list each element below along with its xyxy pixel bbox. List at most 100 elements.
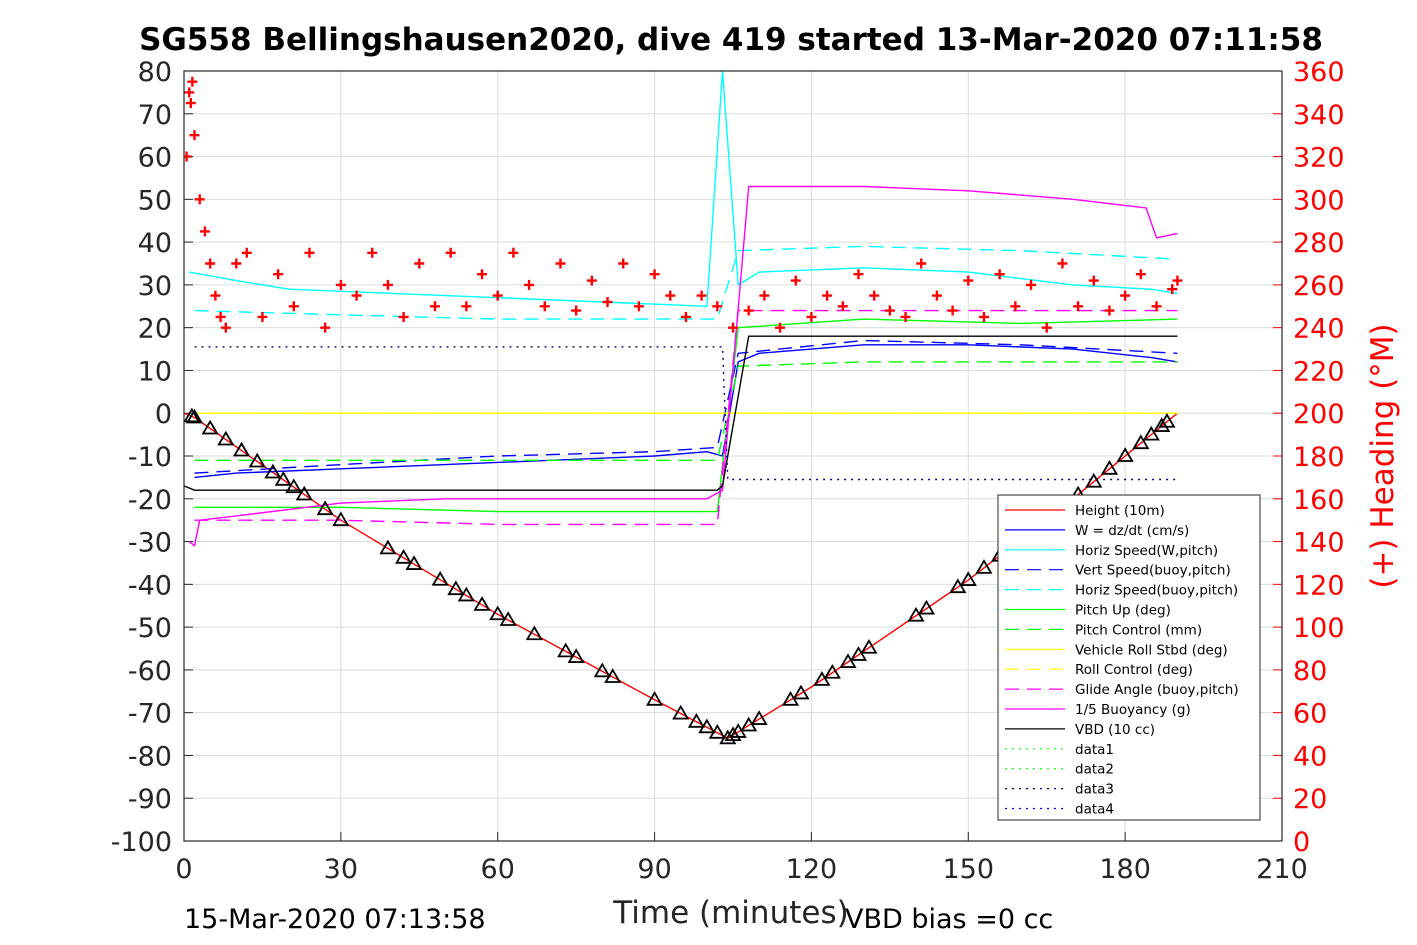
depth-marker	[567, 648, 585, 663]
y2-tick-label: 140	[1293, 528, 1345, 559]
y-tick-label: 80	[138, 57, 172, 88]
depth-marker	[708, 724, 726, 739]
depth-marker	[1085, 472, 1103, 488]
y-tick-label: 60	[138, 143, 172, 174]
heading-marker	[680, 311, 691, 322]
heading-marker	[189, 130, 200, 141]
y2-tick-label: 120	[1293, 570, 1345, 601]
y2-tick-label: 60	[1293, 699, 1327, 730]
heading-marker	[978, 311, 989, 322]
depth-marker	[813, 671, 831, 686]
y2-tick-label: 300	[1293, 185, 1345, 216]
depth-marker	[823, 663, 841, 679]
heading-marker	[712, 301, 723, 312]
x-tick-label: 60	[481, 854, 515, 885]
depth-marker	[1132, 434, 1150, 450]
series-line-pitch-up-deg	[194, 318, 1178, 513]
heading-marker	[398, 311, 409, 322]
series-line-w-dz-dt-cm-s	[194, 344, 1178, 479]
y-tick-label: -90	[128, 784, 172, 815]
depth-marker	[1116, 447, 1134, 462]
legend-entry-label: data3	[1075, 782, 1114, 798]
heading-marker	[194, 194, 205, 205]
y-tick-label: 0	[155, 399, 172, 430]
depth-marker	[1100, 460, 1119, 475]
y2-tick-label: 20	[1293, 784, 1327, 815]
y-tick-label: -20	[128, 485, 172, 516]
y-tick-label: -80	[128, 741, 172, 772]
y-tick-label: 40	[138, 228, 172, 259]
depth-marker	[593, 662, 611, 678]
heading-marker	[1172, 275, 1183, 286]
heading-marker	[602, 297, 613, 307]
y2-tick-label: 160	[1293, 485, 1345, 516]
series-line-horiz-speed-w-pitch	[189, 71, 1178, 307]
depth-marker	[687, 713, 705, 728]
heading-marker	[273, 269, 284, 280]
heading-marker	[205, 258, 216, 269]
y2-tick-label: 220	[1293, 356, 1345, 387]
y-right-axis-ticks: 3603403203002802602402202001801601401201…	[1273, 57, 1345, 858]
heading-marker	[1088, 275, 1099, 286]
depth-marker	[604, 668, 622, 683]
depth-marker	[525, 625, 543, 641]
y2-tick-label: 40	[1293, 741, 1327, 772]
legend-entry-label: Pitch Control (mm)	[1075, 622, 1202, 638]
heading-marker	[853, 269, 864, 280]
depth-marker	[201, 419, 219, 435]
heading-marker	[185, 98, 196, 109]
heading-marker	[633, 301, 644, 312]
series-line-1-5-buoyancy-g	[188, 185, 1178, 547]
heading-marker	[492, 290, 503, 301]
y-tick-label: -50	[128, 613, 172, 644]
heading-marker	[790, 275, 801, 286]
y2-axis-label: (+) Heading (°M)	[1365, 323, 1401, 588]
depth-marker	[792, 684, 810, 700]
depth-marker	[232, 441, 251, 457]
depth-marker	[395, 549, 413, 564]
heading-marker	[775, 322, 786, 333]
depth-marker	[917, 599, 936, 615]
depth-marker	[379, 539, 397, 555]
depth-marker	[431, 570, 449, 586]
plot-frame	[183, 70, 1283, 842]
depth-marker	[405, 555, 423, 570]
heading-marker	[1167, 284, 1178, 295]
heading-marker	[586, 275, 597, 286]
legend-entry-label: Vert Speed(buoy,pitch)	[1075, 563, 1231, 579]
series-line-glide-angle-buoy-pitch	[194, 309, 1178, 526]
y-tick-label: 70	[138, 100, 172, 131]
heading-marker	[351, 290, 362, 301]
heading-marker	[429, 301, 440, 312]
legend: Height (10m) W = dz/dt (cm/s) Horiz Speed(…	[997, 494, 1261, 821]
heading-marker	[1151, 301, 1162, 312]
heading-marker	[367, 247, 378, 258]
footer-vbd-bias: VBD bias =0 cc	[845, 904, 1053, 935]
heading-marker	[445, 247, 456, 258]
depth-marker	[849, 646, 868, 661]
depth-marker	[557, 642, 575, 658]
x-tick-label: 210	[1256, 854, 1308, 885]
heading-marker	[555, 258, 566, 269]
heading-marker	[618, 258, 629, 269]
series-line-vbd-10-cc	[184, 335, 1178, 491]
depth-marker	[274, 471, 292, 486]
footer-timestamp: 15-Mar-2020 07:13:58	[184, 904, 486, 935]
y2-tick-label: 280	[1293, 228, 1345, 259]
heading-marker	[320, 322, 331, 333]
heading-marker	[571, 305, 582, 316]
legend-entry-label: data4	[1075, 802, 1114, 818]
x-tick-label: 0	[175, 854, 192, 885]
y2-tick-label: 340	[1293, 100, 1345, 131]
heading-marker	[696, 290, 707, 301]
depth-marker	[332, 511, 350, 527]
heading-marker	[414, 258, 425, 269]
heading-marker	[1104, 305, 1115, 316]
heading-marker	[210, 290, 221, 301]
depth-marker	[860, 639, 878, 654]
depth-marker	[489, 605, 507, 621]
heading-marker	[743, 305, 754, 316]
series-lines	[184, 71, 1178, 739]
depth-marker	[447, 580, 465, 596]
